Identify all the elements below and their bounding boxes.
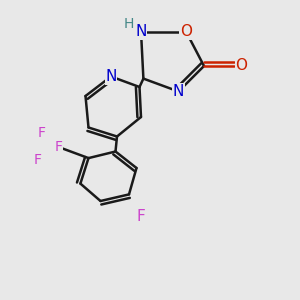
Text: N: N	[173, 84, 184, 99]
Text: O: O	[180, 24, 192, 39]
Text: F: F	[38, 126, 46, 140]
Text: O: O	[236, 58, 247, 74]
Text: F: F	[34, 154, 42, 167]
Text: H: H	[124, 17, 134, 31]
Text: N: N	[135, 24, 147, 39]
Text: F: F	[55, 140, 62, 154]
Text: N: N	[105, 69, 117, 84]
Text: F: F	[136, 209, 146, 224]
